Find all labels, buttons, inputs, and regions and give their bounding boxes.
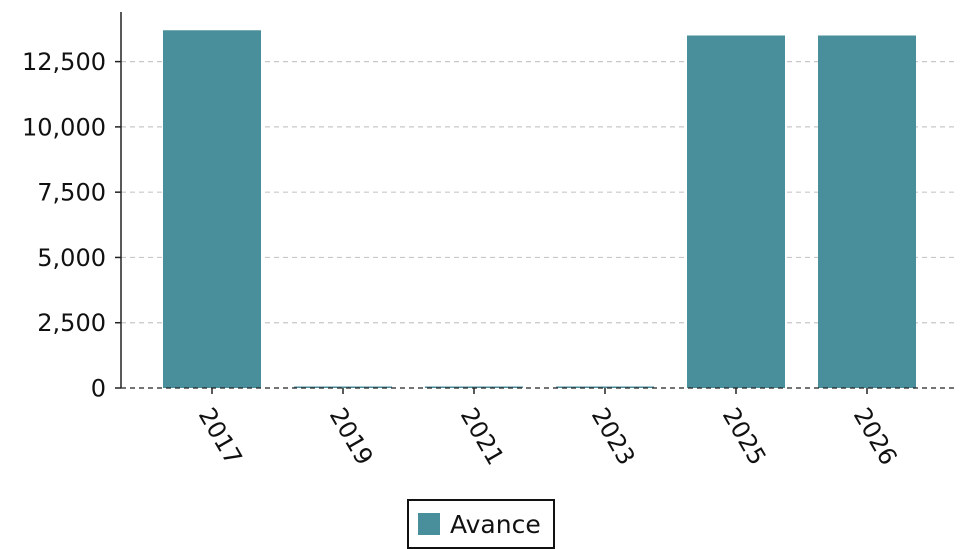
bar-2017 xyxy=(163,30,261,389)
x-tick-label-2017: 2017 xyxy=(193,403,248,470)
axes xyxy=(120,12,958,389)
y-tick-label: 10,000 xyxy=(22,113,106,141)
x-tick-labels: 2017 2019 2021 2023 2025 2026 xyxy=(193,388,903,470)
bar-2023 xyxy=(556,386,654,388)
x-tick-label-2019: 2019 xyxy=(324,403,379,470)
x-tick-label-2021: 2021 xyxy=(455,403,510,470)
y-tick-label: 7,500 xyxy=(37,179,106,207)
y-tick-label: 0 xyxy=(91,375,106,403)
x-tick-label-2023: 2023 xyxy=(586,403,641,470)
legend-label-avance: Avance xyxy=(450,509,541,539)
bars xyxy=(163,30,916,389)
y-tick-labels: 0 2,500 5,000 7,500 10,000 12,500 xyxy=(22,48,121,403)
bar-2021 xyxy=(425,386,523,388)
y-tick-label: 12,500 xyxy=(22,48,106,76)
bar-2019 xyxy=(294,386,392,388)
legend: Avance xyxy=(407,499,555,549)
bar-2025 xyxy=(687,35,785,388)
x-tick-label-2026: 2026 xyxy=(848,403,903,470)
y-tick-label: 2,500 xyxy=(37,309,106,337)
bar-2026 xyxy=(818,35,916,388)
y-tick-label: 5,000 xyxy=(37,244,106,272)
x-tick-label-2025: 2025 xyxy=(717,403,772,470)
legend-swatch-avance xyxy=(418,513,440,535)
